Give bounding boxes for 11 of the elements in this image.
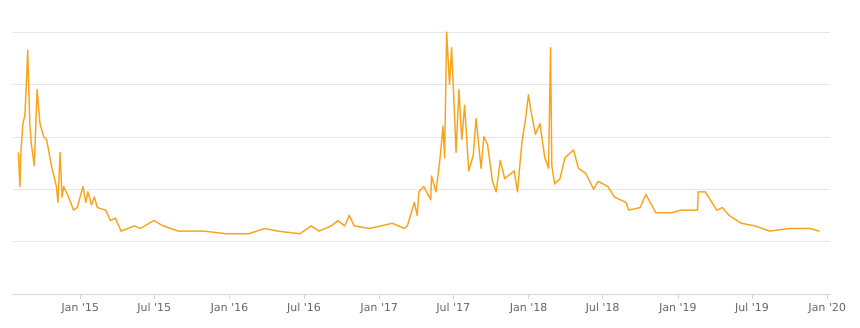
- x-tick-label: Jan '17: [359, 301, 398, 314]
- x-tick-label: Jul '18: [584, 301, 620, 314]
- x-tick-label: Jul '19: [734, 301, 769, 314]
- x-tick-label: Jul '16: [286, 301, 321, 314]
- x-tick-label: Jan '15: [60, 301, 99, 314]
- x-tick-label: Jan '16: [210, 301, 248, 314]
- x-tick-label: Jan '20: [807, 301, 846, 314]
- x-tick-label: Jan '18: [508, 301, 548, 314]
- x-tick-label: Jul '17: [435, 301, 470, 314]
- x-tick-label: Jul '15: [136, 301, 172, 314]
- x-tick-label: Jan '19: [658, 301, 697, 314]
